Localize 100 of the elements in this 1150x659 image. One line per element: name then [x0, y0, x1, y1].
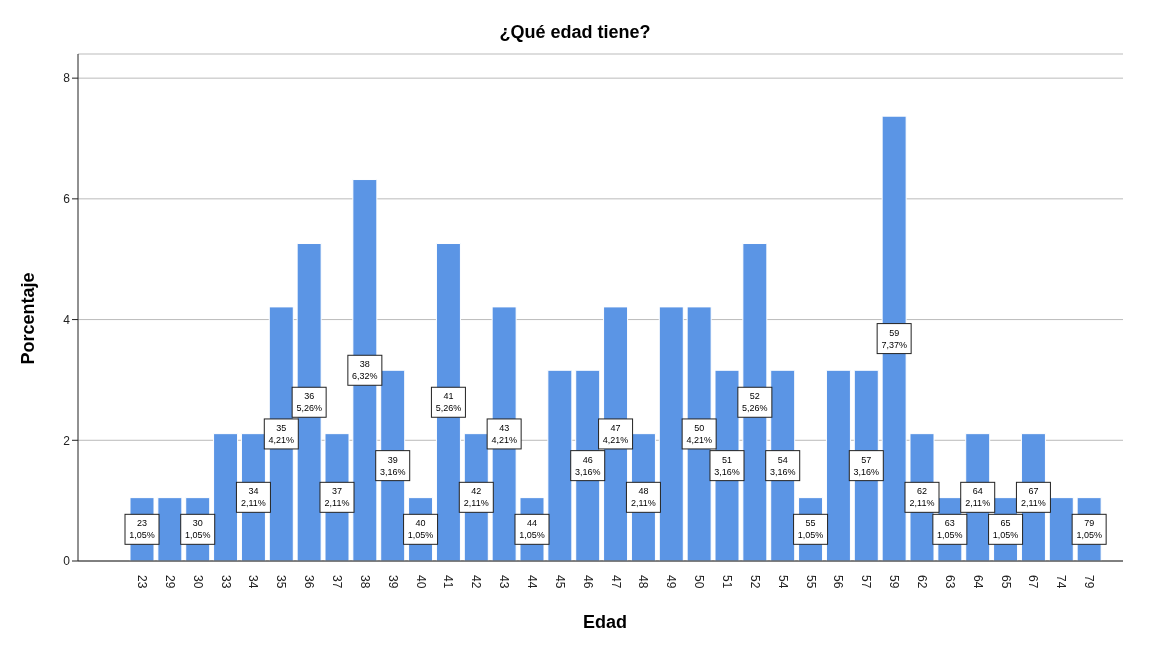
x-tick-label: 42 [469, 575, 484, 589]
x-tick-label: 52 [747, 575, 762, 589]
x-tick-label: 54 [775, 575, 790, 589]
data-label: 4,21% [268, 434, 295, 445]
y-axis-title: Porcentaje [17, 271, 39, 367]
data-label: 3,16% [574, 466, 601, 477]
category-label: 39 [387, 454, 398, 465]
chart-title: ¿Qué edad tiene? [498, 22, 652, 43]
data-label: 6,32% [352, 371, 378, 382]
category-label: 62 [916, 486, 928, 497]
x-tick-label: 35 [274, 575, 289, 589]
data-label: 3,16% [769, 466, 796, 477]
data-label: 1,05% [992, 530, 1019, 541]
x-tick-label: 40 [413, 575, 428, 589]
x-tick-label: 47 [608, 575, 623, 589]
category-label: 46 [582, 454, 593, 465]
x-tick-label: 56 [831, 575, 846, 589]
x-tick-label: 36 [302, 575, 317, 589]
category-label: 51 [721, 454, 733, 465]
data-label: 4,21% [602, 434, 629, 445]
x-tick-label: 39 [385, 575, 400, 589]
data-label: 2,11% [909, 498, 935, 509]
category-label: 44 [526, 518, 538, 529]
y-tick-label: 2 [63, 433, 71, 448]
data-label: 1,05% [519, 530, 545, 541]
category-label: 43 [499, 422, 510, 433]
category-label: 63 [944, 518, 955, 529]
x-tick-label: 67 [1026, 575, 1041, 589]
x-tick-label: 74 [1054, 575, 1069, 589]
x-tick-label: 37 [329, 575, 344, 589]
data-label: 2,11% [463, 498, 489, 509]
x-tick-label: 33 [218, 575, 233, 589]
data-label: 1,05% [129, 530, 155, 541]
data-label: 2,11% [631, 498, 656, 509]
category-label: 23 [136, 518, 148, 529]
category-label: 42 [471, 486, 482, 497]
category-label: 79 [1084, 518, 1095, 529]
data-label: 1,05% [937, 530, 963, 541]
data-label: 2,11% [241, 498, 266, 509]
data-label: 1,05% [184, 530, 211, 541]
category-label: 40 [415, 518, 426, 529]
category-label: 38 [359, 359, 370, 370]
x-tick-label: 64 [970, 575, 985, 589]
data-label: 5,26% [435, 403, 462, 414]
category-label: 57 [861, 454, 872, 465]
category-label: 64 [972, 486, 983, 497]
category-label: 55 [805, 518, 816, 529]
category-label: 54 [777, 454, 788, 465]
data-label: 1,05% [797, 530, 824, 541]
category-label: 52 [749, 391, 760, 402]
x-tick-label: 30 [190, 575, 205, 589]
x-tick-label: 79 [1082, 575, 1097, 589]
data-label: 2,11% [1021, 498, 1046, 509]
x-tick-label: 51 [719, 575, 734, 589]
x-tick-label: 50 [692, 575, 707, 589]
x-tick-label: 62 [914, 575, 929, 589]
category-label: 37 [331, 486, 343, 497]
x-tick-label: 46 [580, 575, 595, 589]
x-tick-label: 49 [664, 575, 679, 589]
data-label: 5,26% [742, 403, 768, 414]
data-label: 1,05% [1076, 530, 1102, 541]
category-label: 47 [610, 422, 621, 433]
category-label: 41 [443, 391, 454, 402]
category-label: 65 [1000, 518, 1011, 529]
category-label: 50 [694, 422, 705, 433]
y-tick-label: 6 [63, 192, 71, 207]
x-tick-label: 41 [441, 575, 456, 589]
x-tick-label: 59 [887, 575, 902, 589]
category-label: 67 [1028, 486, 1039, 497]
data-label: 3,16% [853, 466, 880, 477]
x-tick-label: 44 [524, 575, 539, 589]
x-tick-label: 48 [636, 575, 651, 589]
x-tick-label: 63 [942, 575, 957, 589]
x-tick-label: 45 [552, 575, 567, 589]
data-label: 5,26% [296, 403, 322, 414]
y-tick-label: 4 [63, 312, 71, 327]
category-label: 35 [276, 422, 287, 433]
data-label: 4,21% [686, 434, 712, 445]
category-label: 34 [248, 486, 259, 497]
x-tick-label: 34 [246, 575, 261, 589]
x-tick-label: 65 [998, 575, 1013, 589]
category-label: 59 [889, 327, 900, 338]
category-label: 30 [192, 518, 203, 529]
x-tick-label: 55 [803, 575, 818, 589]
x-tick-label: 43 [497, 575, 512, 589]
x-axis-title: Edad [582, 612, 628, 633]
data-label: 3,16% [379, 466, 406, 477]
data-label: 1,05% [407, 530, 434, 541]
data-label: 7,37% [881, 339, 907, 350]
y-tick-label: 8 [63, 71, 71, 86]
data-label: 3,16% [714, 466, 740, 477]
y-tick-label: 0 [63, 554, 71, 569]
x-tick-label: 29 [162, 575, 177, 589]
data-label: 4,21% [491, 434, 517, 445]
data-label: 2,11% [965, 498, 991, 509]
x-tick-label: 57 [859, 575, 874, 589]
x-tick-label: 23 [134, 575, 149, 589]
category-label: 36 [304, 391, 315, 402]
x-tick-label: 38 [357, 575, 372, 589]
category-label: 48 [638, 486, 649, 497]
